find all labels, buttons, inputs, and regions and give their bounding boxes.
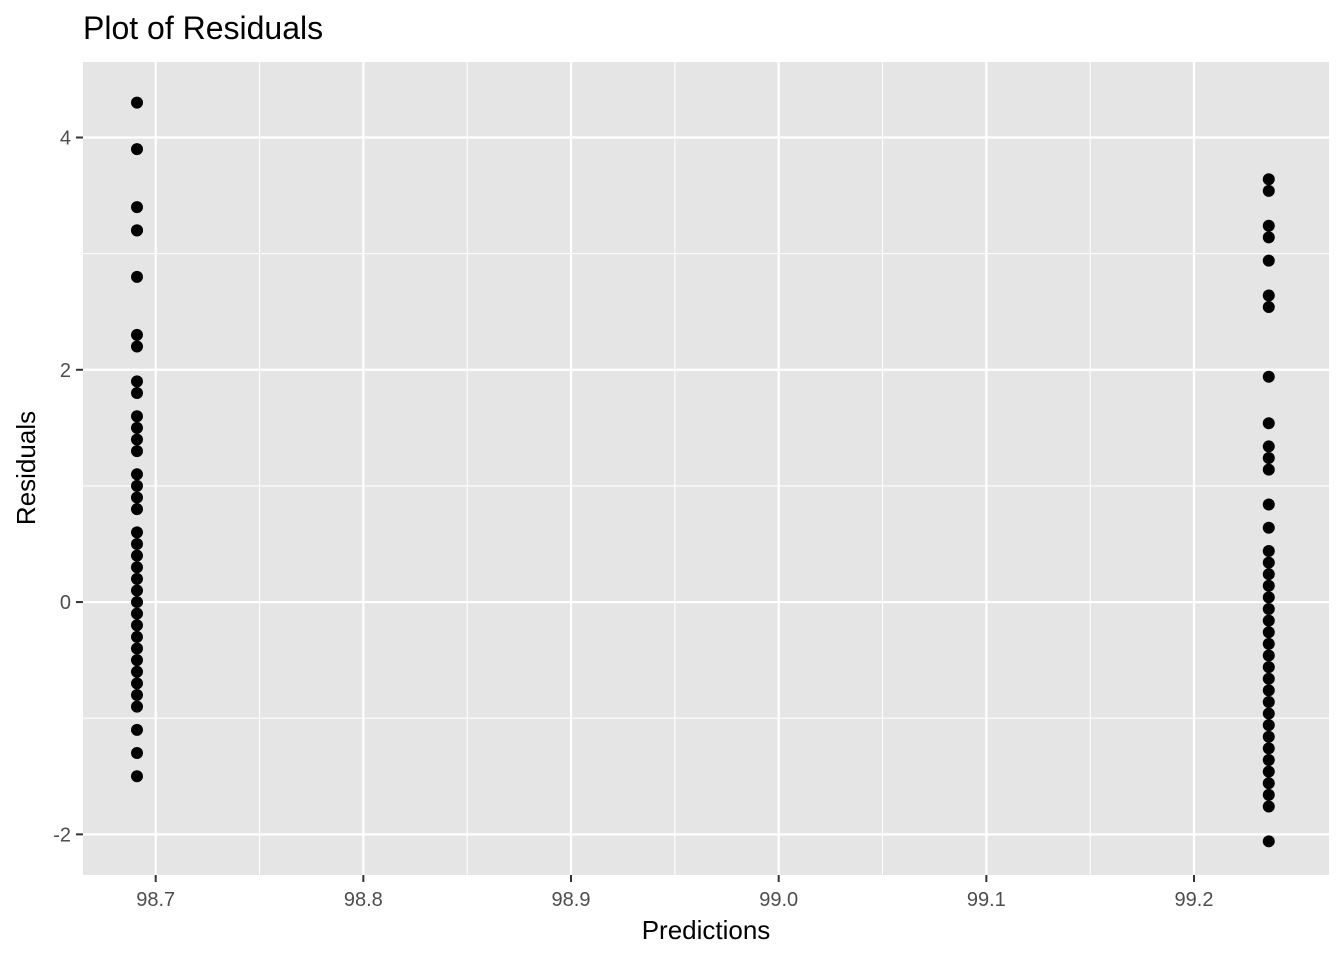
data-point [130, 340, 143, 353]
data-point [1262, 637, 1275, 650]
data-point [1262, 777, 1275, 790]
data-point [130, 143, 143, 156]
data-point [1262, 672, 1275, 685]
x-tick-label: 99.2 [1175, 889, 1214, 911]
data-point [1262, 289, 1275, 302]
plot-panel [83, 62, 1329, 875]
data-point [1262, 719, 1275, 732]
chart-title: Plot of Residuals [83, 10, 323, 46]
data-point [130, 619, 143, 632]
data-point [1262, 231, 1275, 244]
data-point [1262, 742, 1275, 755]
data-point [130, 224, 143, 237]
data-point [130, 479, 143, 492]
data-point [130, 572, 143, 585]
y-axis: -2 0 2 4 [53, 127, 83, 846]
data-point [1262, 579, 1275, 592]
data-point [130, 491, 143, 504]
data-point [1262, 521, 1275, 534]
data-point [1262, 498, 1275, 511]
y-tick-label: -2 [53, 824, 71, 846]
data-point [130, 665, 143, 678]
data-point [130, 723, 143, 736]
data-point [130, 410, 143, 423]
grid-major [83, 62, 1329, 875]
data-point [130, 445, 143, 458]
data-point [1262, 649, 1275, 662]
data-point [130, 503, 143, 516]
data-point [130, 654, 143, 667]
data-point [1262, 544, 1275, 557]
data-point [130, 537, 143, 550]
data-point [130, 747, 143, 760]
data-point [130, 630, 143, 643]
y-tick-label: 0 [60, 592, 71, 614]
data-point [1262, 556, 1275, 569]
data-point [130, 201, 143, 214]
x-tick-label: 98.9 [552, 889, 591, 911]
data-point [1262, 591, 1275, 604]
data-point [130, 677, 143, 690]
data-point [130, 596, 143, 609]
data-point [130, 700, 143, 713]
data-point [130, 770, 143, 783]
data-point [1262, 254, 1275, 267]
data-point [1262, 626, 1275, 639]
data-point [1262, 173, 1275, 186]
data-point [1262, 463, 1275, 476]
data-point [1262, 765, 1275, 778]
data-points [130, 96, 1275, 848]
data-point [1262, 730, 1275, 743]
data-point [130, 607, 143, 620]
data-point [1262, 800, 1275, 813]
data-point [1262, 707, 1275, 720]
data-point [130, 642, 143, 655]
data-point [1262, 788, 1275, 801]
data-point [1262, 614, 1275, 627]
data-point [1262, 754, 1275, 767]
data-point [1262, 370, 1275, 383]
data-point [1262, 417, 1275, 430]
data-point [130, 387, 143, 400]
data-point [130, 375, 143, 388]
data-point [130, 688, 143, 701]
data-point [130, 561, 143, 574]
data-point [1262, 568, 1275, 581]
data-point [1262, 219, 1275, 232]
x-tick-label: 98.8 [344, 889, 383, 911]
data-point [130, 96, 143, 109]
data-point [1262, 452, 1275, 465]
data-point [1262, 835, 1275, 848]
x-axis: 98.7 98.8 98.9 99.0 99.1 99.2 [136, 875, 1213, 911]
data-point [130, 328, 143, 341]
grid-minor [83, 62, 1329, 875]
y-tick-label: 4 [60, 127, 71, 149]
data-point [130, 584, 143, 597]
x-tick-label: 99.0 [759, 889, 798, 911]
data-point [1262, 661, 1275, 674]
data-point [1262, 695, 1275, 708]
data-point [130, 468, 143, 481]
y-axis-title: Residuals [11, 411, 41, 525]
data-point [130, 270, 143, 283]
data-point [1262, 603, 1275, 616]
data-point [1262, 184, 1275, 197]
x-tick-label: 99.1 [967, 889, 1006, 911]
y-tick-label: 2 [60, 360, 71, 382]
data-point [130, 549, 143, 562]
data-point [1262, 684, 1275, 697]
data-point [130, 421, 143, 434]
data-point [130, 526, 143, 539]
data-point [1262, 440, 1275, 453]
x-axis-title: Predictions [642, 915, 771, 945]
data-point [1262, 301, 1275, 314]
x-tick-label: 98.7 [136, 889, 175, 911]
data-point [130, 433, 143, 446]
